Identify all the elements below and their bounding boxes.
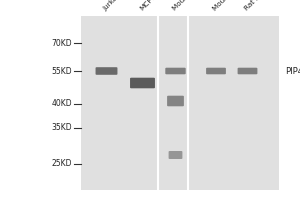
Text: 35KD: 35KD <box>51 123 72 132</box>
Text: Jurkat: Jurkat <box>102 0 122 12</box>
FancyBboxPatch shape <box>238 68 257 74</box>
FancyBboxPatch shape <box>95 67 118 75</box>
Text: PIP4K2A: PIP4K2A <box>285 66 300 75</box>
Text: Mouse brain: Mouse brain <box>171 0 207 12</box>
FancyBboxPatch shape <box>206 68 226 74</box>
FancyBboxPatch shape <box>169 151 182 159</box>
Bar <box>81 16 279 190</box>
FancyBboxPatch shape <box>130 78 155 88</box>
FancyBboxPatch shape <box>165 68 186 74</box>
Text: Mouse spinal cord: Mouse spinal cord <box>212 0 262 12</box>
Text: Rat brain: Rat brain <box>243 0 271 12</box>
FancyBboxPatch shape <box>167 96 184 106</box>
Text: 25KD: 25KD <box>52 160 72 168</box>
Text: 40KD: 40KD <box>51 99 72 108</box>
Text: 70KD: 70KD <box>51 38 72 47</box>
Text: MCF7: MCF7 <box>138 0 157 12</box>
Text: 55KD: 55KD <box>51 66 72 75</box>
